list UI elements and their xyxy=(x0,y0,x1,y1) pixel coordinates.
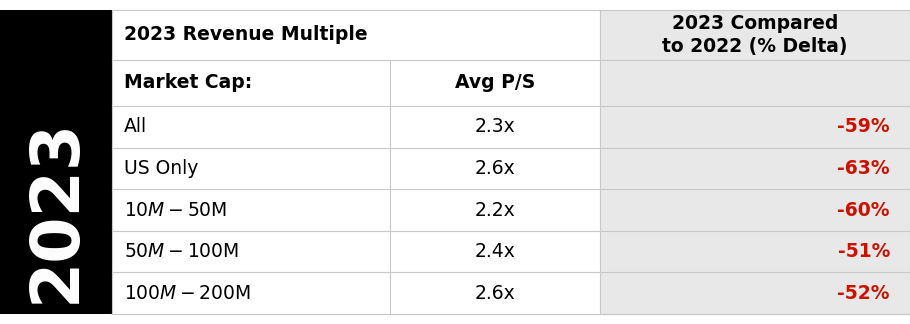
Text: Market Cap:: Market Cap: xyxy=(124,74,252,92)
Bar xyxy=(600,10,910,314)
Text: 2.6x: 2.6x xyxy=(475,284,515,303)
Text: $100M-$200M: $100M-$200M xyxy=(124,284,251,303)
Text: 2.3x: 2.3x xyxy=(475,117,515,136)
Text: 2.2x: 2.2x xyxy=(475,201,515,219)
Text: 2.6x: 2.6x xyxy=(475,159,515,178)
Text: -51%: -51% xyxy=(837,242,890,261)
Text: 2023 Revenue Multiple: 2023 Revenue Multiple xyxy=(124,26,368,44)
Text: Avg P/S: Avg P/S xyxy=(455,74,535,92)
Text: 2023 Compared
to 2022 (% Delta): 2023 Compared to 2022 (% Delta) xyxy=(662,14,848,56)
Text: US Only: US Only xyxy=(124,159,198,178)
Text: -52%: -52% xyxy=(837,284,890,303)
Text: All: All xyxy=(124,117,147,136)
Text: 2023: 2023 xyxy=(23,117,89,303)
Text: $10M-$50M: $10M-$50M xyxy=(124,201,228,219)
Bar xyxy=(0,10,112,314)
Text: -63%: -63% xyxy=(837,159,890,178)
Text: -60%: -60% xyxy=(837,201,890,219)
Text: -59%: -59% xyxy=(837,117,890,136)
Text: $50M-$100M: $50M-$100M xyxy=(124,242,239,261)
Text: 2.4x: 2.4x xyxy=(474,242,515,261)
